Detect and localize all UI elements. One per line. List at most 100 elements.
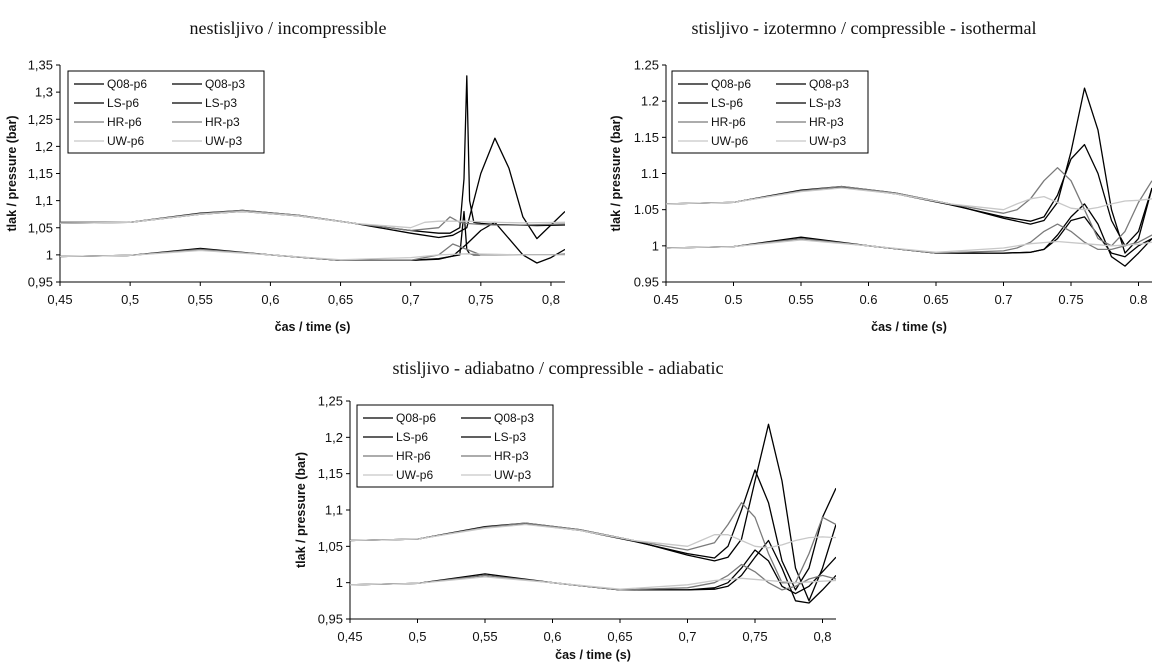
- series-line-ls-p3: [60, 221, 565, 264]
- x-tick-label: 0,8: [813, 629, 831, 644]
- y-tick-label: 1.1: [641, 166, 659, 181]
- y-tick-label: 0.95: [634, 275, 659, 290]
- y-axis-label: tlak / pressure (bar): [294, 452, 308, 568]
- chart-panel-isothermal: stisljivo - izotermno / compressible - i…: [576, 0, 1152, 340]
- x-tick-label: 0.8: [1129, 292, 1147, 307]
- x-tick-label: 0.55: [788, 292, 813, 307]
- series-line-uw-p6: [350, 523, 836, 549]
- chart-title: nestisljivo / incompressible: [189, 18, 387, 38]
- series-line-ls-p3: [350, 539, 836, 604]
- legend-label: Q08-p6: [107, 77, 147, 91]
- legend-label: Q08-p6: [711, 77, 751, 91]
- x-tick-label: 0.5: [724, 292, 742, 307]
- y-tick-label: 1,25: [28, 112, 53, 127]
- y-tick-label: 1,05: [28, 220, 53, 235]
- y-tick-label: 1,2: [35, 139, 53, 154]
- y-axis-label: tlak / pressure (bar): [609, 115, 623, 231]
- y-tick-label: 1.25: [634, 58, 659, 73]
- y-tick-label: 1,15: [28, 166, 53, 181]
- chart-title: stisljivo - adiabatno / compressible - a…: [392, 358, 724, 378]
- x-tick-label: 0,5: [121, 292, 139, 307]
- x-tick-label: 0,45: [47, 292, 72, 307]
- legend-label: HR-p3: [205, 115, 240, 129]
- legend-label: Q08-p3: [809, 77, 849, 91]
- x-tick-label: 0,55: [188, 292, 213, 307]
- x-axis-label: čas / time (s): [871, 320, 947, 334]
- x-tick-label: 0.45: [653, 292, 678, 307]
- series-group: [60, 75, 565, 264]
- y-tick-label: 1.2: [641, 94, 659, 109]
- y-tick-label: 1: [336, 575, 343, 590]
- chart-panel-adiabatic: stisljivo - adiabatno / compressible - a…: [270, 352, 846, 666]
- legend-box: [671, 70, 869, 154]
- y-tick-label: 1,1: [35, 193, 53, 208]
- y-tick-label: 1: [46, 247, 53, 262]
- x-tick-label: 0.6: [859, 292, 877, 307]
- legend-label: LS-p6: [711, 96, 743, 110]
- legend-label: HR-p3: [809, 115, 844, 129]
- y-axis-label: tlak / pressure (bar): [5, 115, 19, 231]
- series-line-hr-p3: [666, 223, 1152, 254]
- y-tick-label: 1,1: [325, 503, 343, 518]
- x-tick-label: 0.65: [923, 292, 948, 307]
- series-line-hr-p6: [666, 167, 1152, 247]
- legend-label: Q08-p3: [494, 411, 534, 425]
- y-tick-label: 1,3: [35, 85, 53, 100]
- chart-title: stisljivo - izotermno / compressible - i…: [691, 18, 1037, 38]
- series-group: [350, 423, 836, 604]
- chart-incompressible: 0,95 1 1,05 1,1 1,15 1,2 1,25 1,3 1,35 0,45 0,5 0,5…: [5, 58, 565, 334]
- legend-label: HR-p6: [396, 449, 431, 463]
- chart-isothermal: 0.95 1 1.05 1.1 1.15 1.2 1.25 0.45 0.5 0.55 0.6 0.6…: [609, 58, 1152, 334]
- legend-label: Q08-p3: [205, 77, 245, 91]
- legend-label: HR-p3: [494, 449, 529, 463]
- legend-label: LS-p6: [107, 96, 139, 110]
- y-tick-label: 0,95: [28, 275, 53, 290]
- series-line-uw-p6: [60, 210, 565, 229]
- series-group: [666, 87, 1152, 267]
- y-tick-label: 1,35: [28, 58, 53, 73]
- legend-label: LS-p3: [494, 430, 526, 444]
- series-line-q08-p6: [350, 469, 836, 591]
- series-line-hr-p3: [60, 243, 565, 261]
- x-tick-label: 0,8: [542, 292, 560, 307]
- y-tick-label: 1.05: [634, 202, 659, 217]
- x-tick-label: 0,55: [472, 629, 497, 644]
- legend-label: UW-p6: [396, 468, 433, 482]
- x-tick-label: 0,65: [607, 629, 632, 644]
- x-tick-label: 0,7: [402, 292, 420, 307]
- x-tick-label: 0,65: [328, 292, 353, 307]
- series-line-uw-p3: [350, 576, 836, 590]
- series-line-ls-p3: [666, 203, 1152, 267]
- legend-label: UW-p6: [711, 134, 748, 148]
- legend-label: HR-p6: [107, 115, 142, 129]
- legend-label: UW-p3: [205, 134, 242, 148]
- x-tick-label: 0,6: [261, 292, 279, 307]
- y-tick-label: 1,25: [318, 394, 343, 409]
- series-line-hr-p6: [60, 209, 565, 232]
- x-tick-label: 0,5: [408, 629, 426, 644]
- chart-adiabatic: 0,95 1 1,05 1,1 1,15 1,2 1,25 0,45 0,5 0,55 0,6 0,6…: [294, 394, 836, 662]
- series-line-uw-p3: [60, 249, 565, 261]
- series-line-uw-p6: [666, 187, 1152, 211]
- x-tick-label: 0,45: [337, 629, 362, 644]
- y-tick-label: 1,05: [318, 539, 343, 554]
- x-tick-label: 0,7: [678, 629, 696, 644]
- y-tick-label: 1.15: [634, 130, 659, 145]
- x-tick-label: 0,75: [742, 629, 767, 644]
- legend-label: UW-p3: [494, 468, 531, 482]
- x-tick-label: 0.7: [994, 292, 1012, 307]
- series-line-q08-p3: [60, 210, 565, 261]
- y-tick-label: 1: [652, 238, 659, 253]
- legend-label: Q08-p6: [396, 411, 436, 425]
- legend-label: LS-p3: [809, 96, 841, 110]
- legend-label: LS-p6: [396, 430, 428, 444]
- legend-label: LS-p3: [205, 96, 237, 110]
- x-tick-label: 0.75: [1058, 292, 1083, 307]
- y-tick-label: 1,15: [318, 466, 343, 481]
- y-tick-label: 0,95: [318, 612, 343, 627]
- x-axis-label: čas / time (s): [275, 320, 351, 334]
- series-line-hr-p6: [350, 502, 836, 584]
- chart-panel-incompressible: nestisljivo / incompressible 0,95 1 1,05 1,…: [0, 0, 576, 340]
- legend-box: [356, 404, 554, 488]
- x-axis-label: čas / time (s): [555, 648, 631, 662]
